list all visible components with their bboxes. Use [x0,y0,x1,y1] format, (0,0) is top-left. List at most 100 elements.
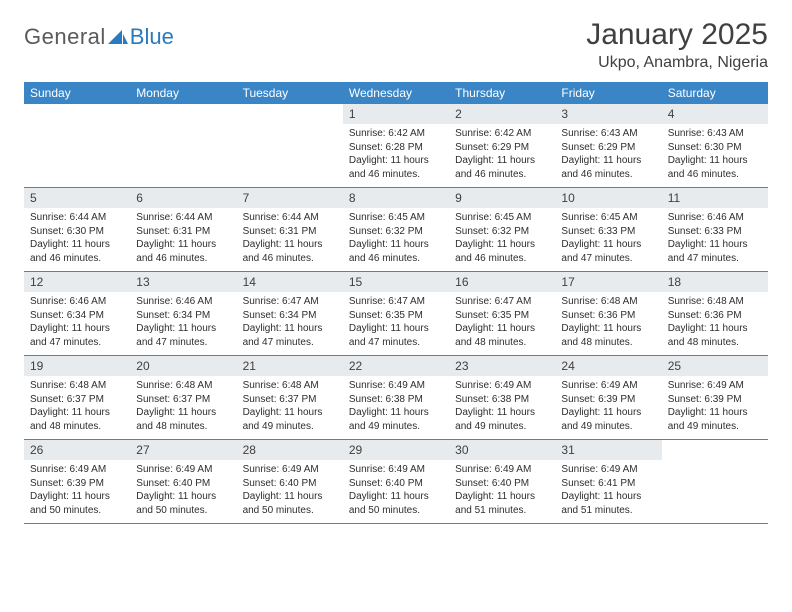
daylight-label: Daylight: 11 hours and 47 minutes. [243,322,337,349]
day-body: Sunrise: 6:49 AMSunset: 6:40 PMDaylight:… [130,460,236,523]
sunrise-label: Sunrise: 6:49 AM [30,463,124,477]
daylight-label: Daylight: 11 hours and 50 minutes. [136,490,230,517]
day-cell: 12 Sunrise: 6:46 AMSunset: 6:34 PMDayligh… [24,272,130,355]
day-body: Sunrise: 6:46 AMSunset: 6:33 PMDaylight:… [662,208,768,271]
day-cell: 25Sunrise: 6:49 AMSunset: 6:39 PMDayligh… [662,356,768,439]
sunrise-label: Sunrise: 6:49 AM [455,379,549,393]
day-cell: 2Sunrise: 6:42 AMSunset: 6:29 PMDaylight… [449,104,555,187]
day-number: 7 [237,188,343,208]
day-number: 13 [130,272,236,292]
daylight-label: Daylight: 11 hours and 50 minutes. [243,490,337,517]
day-cell: 4Sunrise: 6:43 AMSunset: 6:30 PMDaylight… [662,104,768,187]
sunset-label: Sunset: 6:28 PM [349,141,443,155]
sunrise-label: Sunrise: 6:44 AM [30,211,124,225]
day-number [130,104,236,110]
sunrise-label: Sunrise: 6:48 AM [561,295,655,309]
sunrise-label: Sunrise: 6:49 AM [455,463,549,477]
day-body: Sunrise: 6:45 AMSunset: 6:32 PMDaylight:… [343,208,449,271]
day-number: 10 [555,188,661,208]
day-body: Sunrise: 6:43 AMSunset: 6:29 PMDaylight:… [555,124,661,187]
day-number: 1 [343,104,449,124]
sunset-label: Sunset: 6:36 PM [561,309,655,323]
day-cell: 31Sunrise: 6:49 AMSunset: 6:41 PMDayligh… [555,440,661,523]
sunrise-label: Sunrise: 6:47 AM [455,295,549,309]
day-body: Sunrise: 6:46 AMSunset: 6:34 PMDaylight:… [130,292,236,355]
sunset-label: Sunset: 6:32 PM [349,225,443,239]
daylight-label: Daylight: 11 hours and 47 minutes. [30,322,124,349]
sunrise-label: Sunrise: 6:46 AM [136,295,230,309]
sunset-label: Sunset: 6:29 PM [455,141,549,155]
day-number: 22 [343,356,449,376]
weeks-container: 1Sunrise: 6:42 AMSunset: 6:28 PMDaylight… [24,104,768,524]
day-body: Sunrise: 6:42 AMSunset: 6:29 PMDaylight:… [449,124,555,187]
sunrise-label: Sunrise: 6:48 AM [668,295,762,309]
day-cell: 21Sunrise: 6:48 AMSunset: 6:37 PMDayligh… [237,356,343,439]
day-cell: 17 Sunrise: 6:48 AMSunset: 6:36 PMDayligh… [555,272,661,355]
day-number: 16 [449,272,555,292]
daylight-label: Daylight: 11 hours and 46 minutes. [30,238,124,265]
day-body: Sunrise: 6:45 AMSunset: 6:32 PMDaylight:… [449,208,555,271]
sunrise-label: Sunrise: 6:46 AM [30,295,124,309]
day-cell: 22Sunrise: 6:49 AMSunset: 6:38 PMDayligh… [343,356,449,439]
sail-icon [108,29,128,45]
page: General Blue January 2025 Ukpo, Anambra,… [0,0,792,542]
day-body: Sunrise: 6:43 AMSunset: 6:30 PMDaylight:… [662,124,768,187]
day-number: 28 [237,440,343,460]
day-cell: 8Sunrise: 6:45 AMSunset: 6:32 PMDaylight… [343,188,449,271]
day-cell: 20Sunrise: 6:48 AMSunset: 6:37 PMDayligh… [130,356,236,439]
day-body: Sunrise: 6:49 AMSunset: 6:38 PMDaylight:… [449,376,555,439]
day-body: Sunrise: 6:47 AMSunset: 6:35 PMDaylight:… [343,292,449,355]
daylight-label: Daylight: 11 hours and 50 minutes. [30,490,124,517]
sunrise-label: Sunrise: 6:44 AM [243,211,337,225]
daylight-label: Daylight: 11 hours and 51 minutes. [455,490,549,517]
sunrise-label: Sunrise: 6:49 AM [561,463,655,477]
sunset-label: Sunset: 6:34 PM [30,309,124,323]
header: General Blue January 2025 Ukpo, Anambra,… [24,18,768,72]
daylight-label: Daylight: 11 hours and 46 minutes. [349,238,443,265]
daylight-label: Daylight: 11 hours and 50 minutes. [349,490,443,517]
daylight-label: Daylight: 11 hours and 49 minutes. [349,406,443,433]
sunrise-label: Sunrise: 6:45 AM [455,211,549,225]
daylight-label: Daylight: 11 hours and 46 minutes. [561,154,655,181]
day-cell: 18Sunrise: 6:48 AMSunset: 6:36 PMDayligh… [662,272,768,355]
day-cell: 26Sunrise: 6:49 AMSunset: 6:39 PMDayligh… [24,440,130,523]
day-number: 8 [343,188,449,208]
day-body: Sunrise: 6:44 AMSunset: 6:30 PMDaylight:… [24,208,130,271]
day-cell: 29Sunrise: 6:49 AMSunset: 6:40 PMDayligh… [343,440,449,523]
day-cell: 6Sunrise: 6:44 AMSunset: 6:31 PMDaylight… [130,188,236,271]
day-body: Sunrise: 6:49 AMSunset: 6:39 PMDaylight:… [24,460,130,523]
sunrise-label: Sunrise: 6:47 AM [349,295,443,309]
daylight-label: Daylight: 11 hours and 47 minutes. [349,322,443,349]
day-cell: 13Sunrise: 6:46 AMSunset: 6:34 PMDayligh… [130,272,236,355]
dow-monday: Monday [130,82,236,104]
day-number: 12 [24,272,130,292]
day-number: 9 [449,188,555,208]
day-number: 21 [237,356,343,376]
day-number: 17 [555,272,661,292]
sunrise-label: Sunrise: 6:49 AM [349,463,443,477]
sunset-label: Sunset: 6:39 PM [561,393,655,407]
day-body: Sunrise: 6:48 AMSunset: 6:37 PMDaylight:… [130,376,236,439]
daylight-label: Daylight: 11 hours and 46 minutes. [349,154,443,181]
daylight-label: Daylight: 11 hours and 48 minutes. [455,322,549,349]
brand-text-1: General [24,24,106,50]
day-body: Sunrise: 6:45 AMSunset: 6:33 PMDaylight:… [555,208,661,271]
daylight-label: Daylight: 11 hours and 48 minutes. [561,322,655,349]
title-block: January 2025 Ukpo, Anambra, Nigeria [586,18,768,72]
day-body: Sunrise: 6:48 AMSunset: 6:36 PMDaylight:… [662,292,768,355]
day-body: Sunrise: 6:48 AMSunset: 6:37 PMDaylight:… [237,376,343,439]
sunset-label: Sunset: 6:37 PM [136,393,230,407]
day-body: Sunrise: 6:49 AMSunset: 6:40 PMDaylight:… [449,460,555,523]
day-body: Sunrise: 6:49 AMSunset: 6:39 PMDaylight:… [662,376,768,439]
sunset-label: Sunset: 6:32 PM [455,225,549,239]
daylight-label: Daylight: 11 hours and 47 minutes. [668,238,762,265]
day-number [237,104,343,110]
dow-wednesday: Wednesday [343,82,449,104]
day-number: 14 [237,272,343,292]
day-cell [24,104,130,187]
day-cell [237,104,343,187]
day-cell: 11Sunrise: 6:46 AMSunset: 6:33 PMDayligh… [662,188,768,271]
dow-friday: Friday [555,82,661,104]
brand-logo: General Blue [24,24,174,50]
daylight-label: Daylight: 11 hours and 46 minutes. [455,154,549,181]
